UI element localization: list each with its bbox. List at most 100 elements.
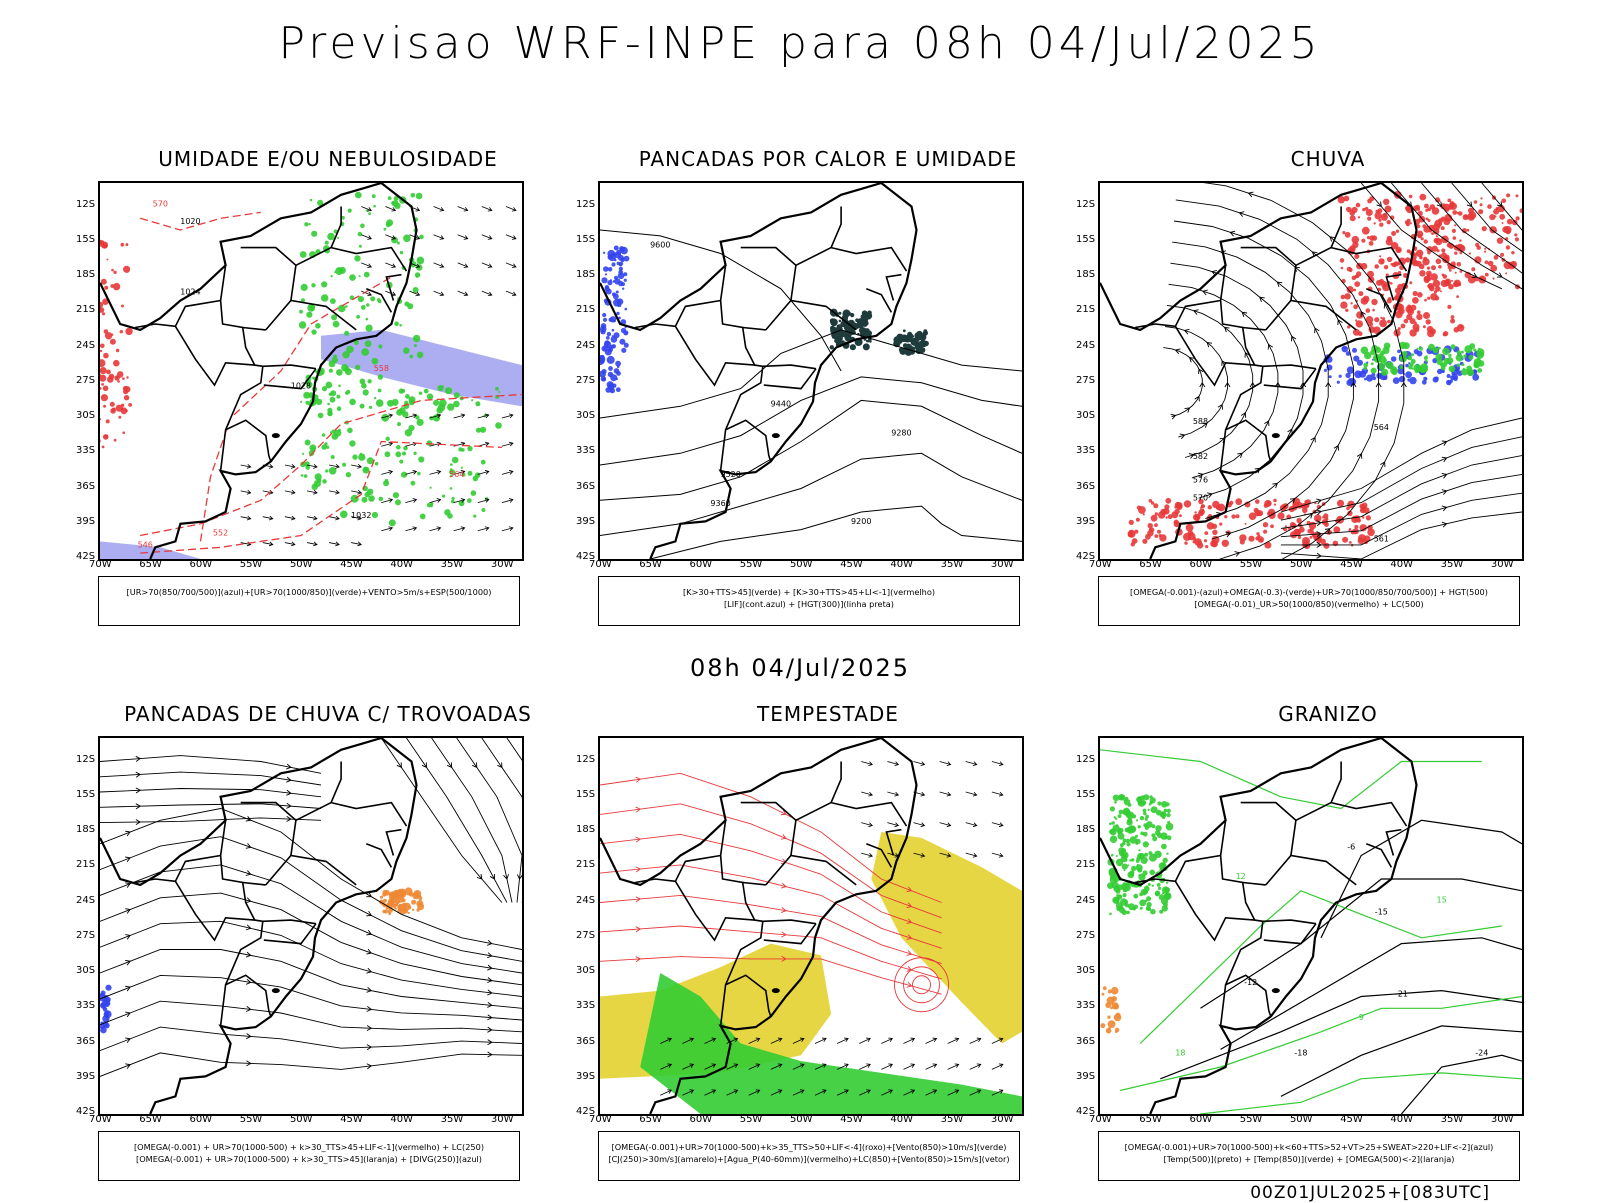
lon-tick-label: 45W [1340,1114,1363,1125]
lat-tick-label: 24S [1076,340,1095,351]
lat-tick-label: 27S [76,375,95,386]
lat-tick-label: 18S [576,269,595,280]
contour-label: -15 [1375,907,1388,916]
lon-tick-label: 45W [840,1114,863,1125]
lon-tick-label: 60W [689,559,712,570]
lon-tick-label: 50W [290,559,313,570]
lon-tick-label: 65W [139,1114,162,1125]
contour-label: -6 [1347,843,1355,852]
lat-tick-label: 12S [1076,199,1095,210]
panel-legend: [OMEGA(-0.001)+UR>70(1000-500)+k>35_TTS>… [598,1131,1020,1181]
lon-tick-label: 60W [189,559,212,570]
lon-tick-label: 45W [840,559,863,570]
lon-tick-label: 55W [740,1114,763,1125]
lat-tick-label: 30S [576,410,595,421]
lat-tick-label: 36S [576,1036,595,1047]
contour-label: 588 [1193,417,1208,426]
lon-tick-label: 60W [189,1114,212,1125]
lat-tick-label: 27S [1076,375,1095,386]
lat-tick-label: 12S [576,199,595,210]
contour-label: -18 [1294,1048,1307,1057]
lon-tick-label: 50W [1290,1114,1313,1125]
lon-tick-label: 50W [1290,559,1313,570]
lat-tick-label: 24S [76,895,95,906]
lat-tick-label: 30S [1076,965,1095,976]
lat-tick-label: 21S [76,304,95,315]
lon-tick-label: 40W [390,1114,413,1125]
lat-tick-label: 18S [576,824,595,835]
contour-label: -21 [1395,990,1408,999]
lat-tick-label: 30S [76,410,95,421]
lon-tick-label: 35W [1441,1114,1464,1125]
lon-tick-label: 70W [589,1114,612,1125]
legend-line: [OMEGA(-0.01)_UR>50(1000/850)(vermelho) … [1099,598,1519,610]
contour-label: 564 [449,470,464,479]
contour-label: 9440 [771,399,791,408]
lat-tick-label: 24S [76,340,95,351]
legend-line: [CJ(250)>30m/s](amarelo)+[Agua_P(40-60mm… [599,1153,1019,1165]
lon-tick-label: 35W [941,559,964,570]
lon-tick-label: 45W [340,1114,363,1125]
panel-title: PANCADAS POR CALOR E UMIDADE [578,147,1078,171]
lon-tick-label: 50W [790,559,813,570]
contour-label: 18 [1175,1048,1185,1057]
lat-tick-label: 36S [76,481,95,492]
map-plot [98,736,524,1116]
lon-tick-label: 65W [1139,1114,1162,1125]
lon-tick-label: 60W [1189,559,1212,570]
lon-tick-label: 40W [390,559,413,570]
lat-tick-label: 36S [1076,1036,1095,1047]
lat-tick-label: 12S [76,199,95,210]
lon-tick-label: 55W [1240,1114,1263,1125]
legend-line: [OMEGA(-0.001)-(azul)+OMEGA(-0.3)-(verde… [1099,586,1519,598]
lon-tick-label: 55W [240,1114,263,1125]
lat-tick-label: 15S [576,234,595,245]
lat-tick-label: 15S [1076,234,1095,245]
lon-tick-label: 70W [589,559,612,570]
lon-tick-label: 30W [991,559,1014,570]
lon-tick-label: 65W [139,559,162,570]
lon-tick-label: 70W [1089,1114,1112,1125]
map-svg [600,738,1022,1114]
lon-tick-label: 70W [1089,559,1112,570]
valid-time-title: 08h 04/Jul/2025 [0,654,1600,682]
lon-tick-label: 30W [1491,1114,1514,1125]
contour-label: 1020 [180,217,200,226]
legend-line: [Temp(500)](preto) + [Temp(850)](verde) … [1099,1153,1519,1165]
lat-tick-label: 18S [1076,269,1095,280]
lon-tick-label: 55W [740,559,763,570]
lon-tick-label: 60W [689,1114,712,1125]
lat-tick-label: 33S [1076,1000,1095,1011]
lat-tick-label: 30S [576,965,595,976]
panel-legend: [OMEGA(-0.001) + UR>70(1000-500) + k>30_… [98,1131,520,1181]
panel-legend: [K>30+TTS>45](verde) + [K>30+TTS>45+LI<-… [598,576,1020,626]
lat-tick-label: 24S [576,895,595,906]
legend-line: [OMEGA(-0.001) + UR>70(1000-500) + k>30_… [99,1153,519,1165]
lat-tick-label: 36S [1076,481,1095,492]
lat-tick-label: 33S [76,445,95,456]
panel-title: PANCADAS DE CHUVA C/ TROVOADAS [78,702,578,726]
lat-tick-label: 33S [76,1000,95,1011]
lat-tick-label: 39S [1076,1071,1095,1082]
lon-tick-label: 70W [89,1114,112,1125]
legend-line: [OMEGA(-0.001) + UR>70(1000-500) + k>30_… [99,1141,519,1153]
lon-tick-label: 65W [639,559,662,570]
lon-tick-label: 30W [1491,559,1514,570]
lat-tick-label: 18S [76,824,95,835]
legend-line: [LIF](cont.azul) + [HGT(300)](linha pret… [599,598,1019,610]
lon-tick-label: 45W [1340,559,1363,570]
lat-tick-label: 12S [76,754,95,765]
lat-tick-label: 21S [576,859,595,870]
panel-title: UMIDADE E/OU NEBULOSIDADE [78,147,578,171]
lon-tick-label: 30W [991,1114,1014,1125]
lat-tick-label: 24S [1076,895,1095,906]
lat-tick-label: 27S [576,930,595,941]
lat-tick-label: 30S [76,965,95,976]
